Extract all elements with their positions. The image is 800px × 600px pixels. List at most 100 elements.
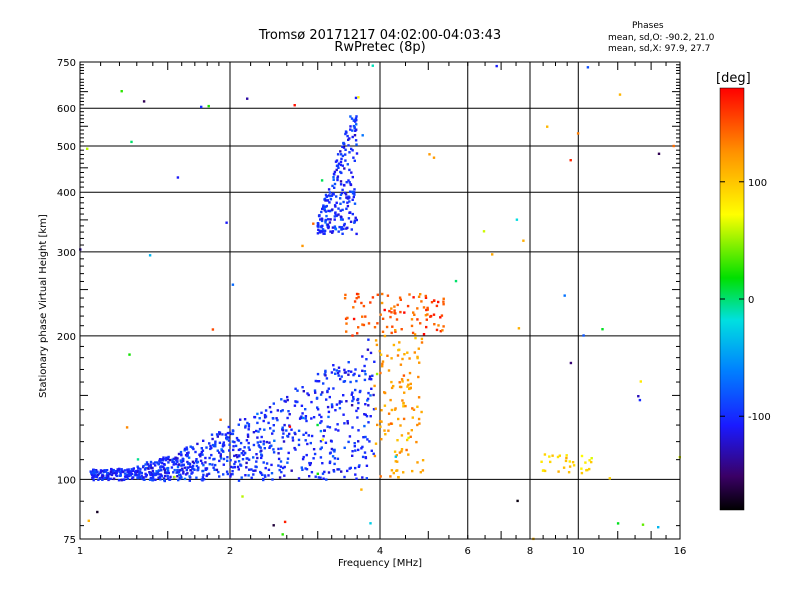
data-point <box>109 477 112 480</box>
data-point <box>383 334 387 338</box>
data-point <box>130 468 133 471</box>
data-point <box>147 467 150 470</box>
data-point <box>353 193 356 196</box>
data-point <box>197 466 200 470</box>
data-point <box>279 465 283 468</box>
data-point <box>221 443 225 446</box>
data-point <box>226 459 229 462</box>
data-point <box>206 473 209 476</box>
data-point <box>171 460 174 463</box>
data-point <box>286 457 290 460</box>
data-point <box>355 232 358 236</box>
data-point <box>224 433 227 436</box>
data-point <box>316 406 319 409</box>
data-point <box>226 456 229 459</box>
data-point <box>218 451 221 454</box>
data-point <box>105 469 109 472</box>
data-point <box>354 120 357 123</box>
data-point <box>243 446 246 449</box>
data-point <box>339 150 342 153</box>
data-point <box>305 419 308 423</box>
data-point <box>417 295 421 298</box>
data-point <box>239 463 242 466</box>
data-point <box>314 379 317 383</box>
data-point <box>362 323 366 327</box>
data-point <box>341 145 344 148</box>
data-point <box>176 469 179 472</box>
data-point <box>329 451 332 454</box>
data-point <box>187 451 190 454</box>
data-point <box>168 458 172 462</box>
data-point <box>176 460 179 463</box>
data-point <box>228 431 232 434</box>
data-point <box>312 457 315 460</box>
data-point <box>296 389 299 392</box>
data-point <box>199 452 202 456</box>
data-point <box>541 469 545 472</box>
data-point <box>412 296 415 299</box>
data-point <box>136 458 140 461</box>
data-point <box>118 470 122 473</box>
data-point <box>392 384 395 388</box>
data-point <box>355 118 358 122</box>
data-point <box>196 460 200 464</box>
data-point <box>196 468 200 471</box>
data-point <box>312 448 316 451</box>
data-point <box>163 478 166 482</box>
data-point <box>288 432 291 436</box>
data-point <box>216 435 219 438</box>
data-point <box>417 347 420 350</box>
data-point <box>247 428 250 431</box>
data-point <box>151 479 155 482</box>
data-point <box>106 472 109 475</box>
data-point <box>363 378 367 382</box>
data-point <box>293 446 296 450</box>
axis-ticks: 1 2 4 6 8 10 16 75 100 200 300 400 500 600 750 <box>57 58 686 557</box>
data-point <box>100 476 104 479</box>
data-point <box>125 426 129 429</box>
data-point <box>352 396 355 399</box>
data-point <box>316 408 320 411</box>
data-point <box>159 473 162 476</box>
data-points <box>79 64 681 541</box>
data-point <box>204 461 207 464</box>
data-point <box>309 441 312 445</box>
data-point <box>161 461 164 465</box>
data-point <box>217 470 220 474</box>
data-point <box>272 424 275 427</box>
data-point <box>350 117 354 120</box>
data-point <box>353 219 357 222</box>
data-point <box>333 170 337 174</box>
data-point <box>396 460 399 463</box>
data-point <box>365 477 368 480</box>
data-point <box>195 458 198 461</box>
data-point <box>112 468 115 472</box>
data-point <box>354 466 357 470</box>
data-point <box>394 312 397 315</box>
data-point <box>146 463 150 466</box>
data-point <box>191 446 194 449</box>
data-point <box>293 431 296 435</box>
data-point <box>416 461 419 464</box>
data-point <box>343 380 347 383</box>
data-point <box>413 313 416 316</box>
data-point <box>304 439 307 442</box>
data-point <box>322 232 325 235</box>
data-point <box>265 440 268 444</box>
data-point <box>337 374 340 377</box>
data-point <box>256 421 259 425</box>
data-point <box>395 454 398 457</box>
data-point <box>380 301 384 305</box>
data-point <box>250 468 253 471</box>
data-point <box>348 151 351 154</box>
data-point <box>247 458 251 461</box>
colorbar-tick-label: 0 <box>748 295 754 306</box>
data-point <box>310 471 314 474</box>
data-point <box>144 463 147 466</box>
data-point <box>118 467 121 471</box>
data-point <box>129 474 132 477</box>
data-point <box>152 472 155 475</box>
data-point <box>325 195 328 198</box>
data-point <box>568 460 571 463</box>
data-point <box>322 477 325 480</box>
